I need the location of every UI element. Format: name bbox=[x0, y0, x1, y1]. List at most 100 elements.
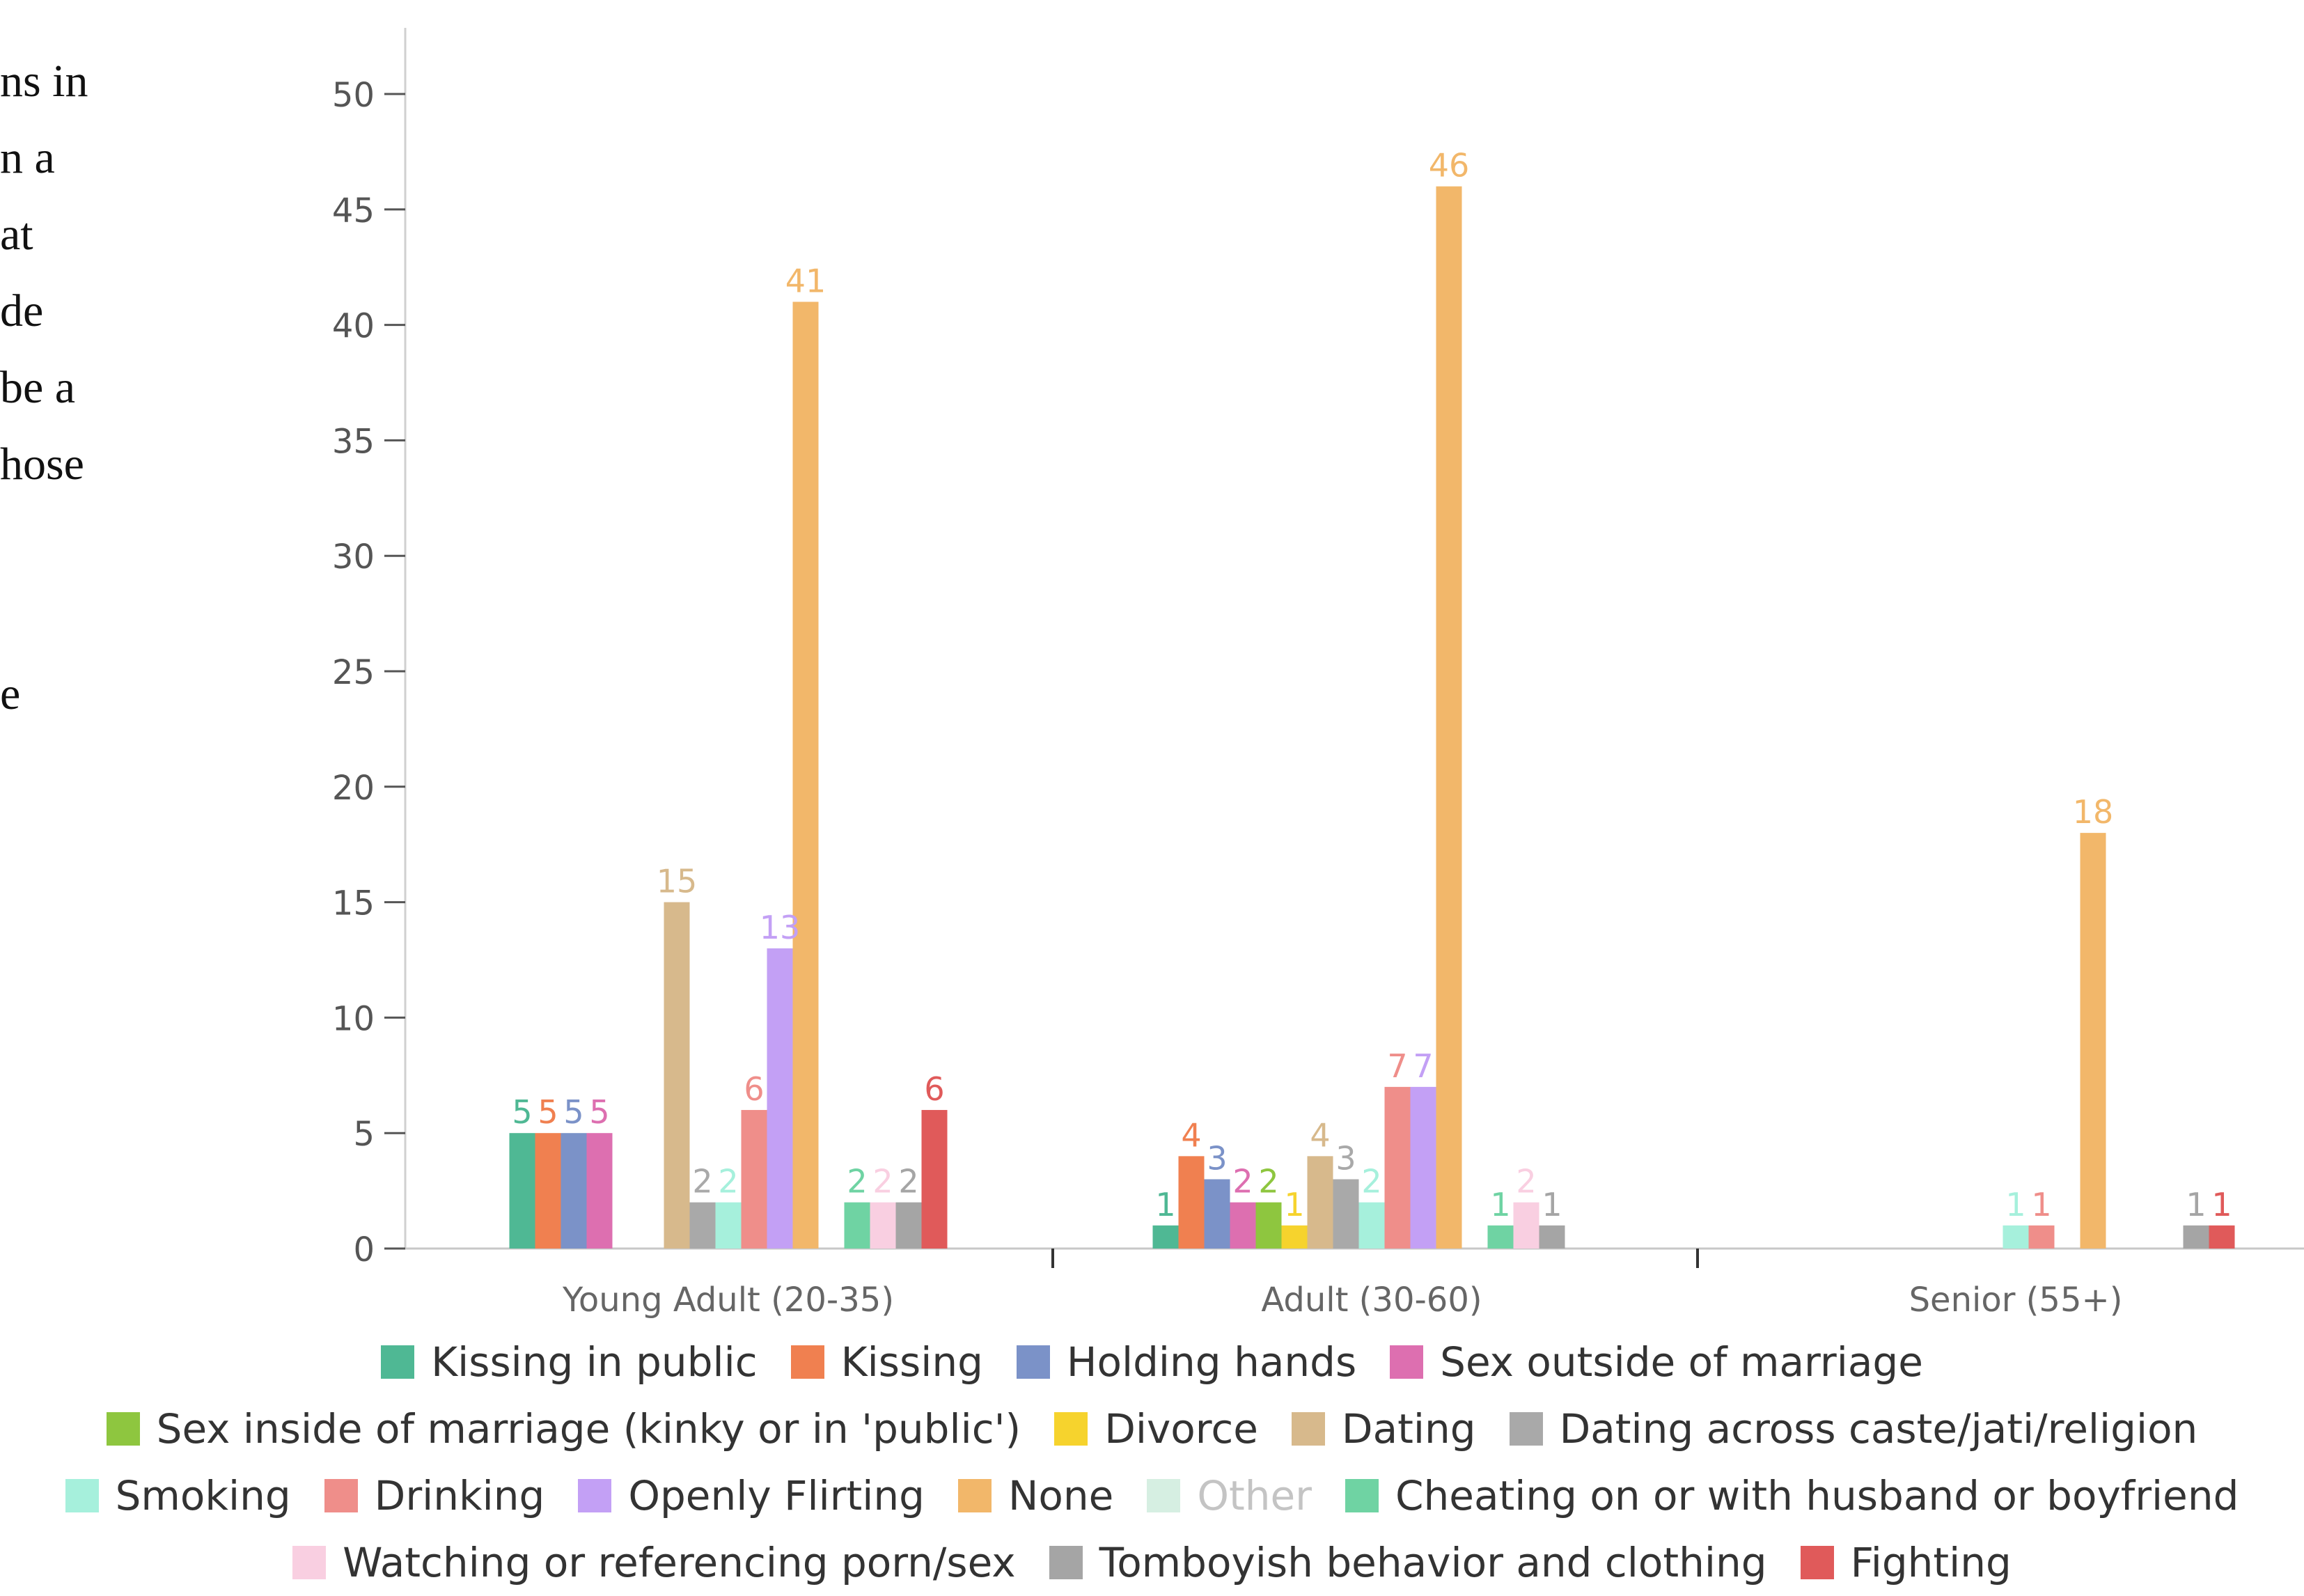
legend-label: Tomboyish behavior and clothing bbox=[1099, 1539, 1767, 1586]
bar bbox=[1255, 1202, 1282, 1249]
y-tick-label: 40 bbox=[332, 307, 375, 346]
bar bbox=[792, 302, 819, 1249]
bar-value-label: 7 bbox=[1387, 1047, 1407, 1085]
legend-swatch bbox=[381, 1345, 415, 1379]
legend-item[interactable]: Kissing bbox=[790, 1338, 983, 1386]
side-text-line: be a bbox=[0, 362, 76, 413]
bar-value-label: 2 bbox=[898, 1163, 918, 1200]
bar-value-label: 1 bbox=[1490, 1186, 1510, 1223]
bar bbox=[1178, 1156, 1205, 1249]
legend-item[interactable]: Drinking bbox=[324, 1472, 545, 1519]
side-text-line: ns in bbox=[0, 56, 88, 107]
y-tick-label: 30 bbox=[332, 538, 375, 577]
bar-value-label: 4 bbox=[1181, 1116, 1201, 1154]
legend-item[interactable]: Kissing in public bbox=[381, 1338, 758, 1386]
bar-value-label: 2 bbox=[1258, 1163, 1278, 1200]
legend-label: Dating across caste/jati/religion bbox=[1559, 1405, 2198, 1453]
legend-item[interactable]: Dating across caste/jati/religion bbox=[1509, 1405, 2198, 1453]
bar bbox=[2209, 1225, 2235, 1249]
legend-item[interactable]: Sex outside of marriage bbox=[1390, 1338, 1923, 1386]
bar bbox=[870, 1202, 896, 1249]
legend-label: None bbox=[1008, 1472, 1114, 1519]
bar bbox=[715, 1202, 742, 1249]
side-text-fragment: ns in n a at de be a hose e bbox=[0, 43, 104, 733]
legend-swatch bbox=[292, 1546, 327, 1579]
legend-swatch bbox=[1390, 1345, 1424, 1379]
legend-swatch bbox=[1291, 1412, 1325, 1446]
bar bbox=[1333, 1179, 1359, 1249]
legend-item[interactable]: Fighting bbox=[1800, 1539, 2012, 1586]
bar-value-label: 5 bbox=[538, 1093, 558, 1131]
legend-item[interactable]: Smoking bbox=[65, 1472, 291, 1519]
y-tick-label: 0 bbox=[353, 1230, 375, 1269]
legend-swatch bbox=[324, 1479, 358, 1512]
y-tick-label: 20 bbox=[332, 769, 375, 808]
bar-value-label: 46 bbox=[1429, 147, 1470, 185]
legend-label: Other bbox=[1197, 1472, 1312, 1519]
bar bbox=[509, 1133, 535, 1249]
legend-item[interactable]: Dating bbox=[1291, 1405, 1476, 1453]
bar bbox=[689, 1202, 716, 1249]
legend-item[interactable]: Tomboyish behavior and clothing bbox=[1049, 1539, 1767, 1586]
bar bbox=[1204, 1179, 1230, 1249]
bar-value-label: 1 bbox=[1284, 1186, 1304, 1223]
legend-swatch bbox=[1800, 1546, 1834, 1579]
side-text-line: n a bbox=[0, 132, 55, 183]
bar-value-label: 2 bbox=[1361, 1163, 1381, 1200]
legend-swatch bbox=[578, 1479, 612, 1512]
bar-value-label: 1 bbox=[1542, 1186, 1562, 1223]
legend-item[interactable]: Watching or referencing porn/sex bbox=[292, 1539, 1016, 1586]
bar bbox=[1436, 186, 1462, 1249]
bar-value-label: 15 bbox=[657, 863, 698, 900]
bar-value-label: 6 bbox=[924, 1070, 944, 1108]
bar bbox=[586, 1133, 613, 1249]
bar bbox=[1230, 1202, 1256, 1249]
y-tick-label: 25 bbox=[332, 653, 375, 692]
legend-row: Kissing in public Kissing Holding hands Sex… bbox=[0, 1329, 2304, 1395]
legend-swatch bbox=[957, 1479, 992, 1512]
side-text-line: at bbox=[0, 209, 33, 260]
bar-value-label: 2 bbox=[692, 1163, 712, 1200]
bar bbox=[1307, 1156, 1333, 1249]
bar-value-label: 41 bbox=[785, 262, 826, 299]
legend-item[interactable]: Cheating on or with husband or boyfriend bbox=[1345, 1472, 2239, 1519]
y-tick-label: 45 bbox=[332, 191, 375, 230]
x-tick-label: Adult (30-60) bbox=[1261, 1281, 1482, 1320]
bar bbox=[2028, 1225, 2055, 1249]
legend-label: Dating bbox=[1341, 1405, 1476, 1453]
legend-item[interactable]: None bbox=[957, 1472, 1114, 1519]
legend-label: Cheating on or with husband or boyfriend bbox=[1395, 1472, 2239, 1519]
bar-value-label: 1 bbox=[1155, 1186, 1175, 1223]
bar bbox=[2183, 1225, 2209, 1249]
legend-item[interactable]: Openly Flirting bbox=[578, 1472, 925, 1519]
legend-label: Kissing in public bbox=[431, 1338, 758, 1386]
bar-value-label: 2 bbox=[718, 1163, 738, 1200]
side-text-line: de bbox=[0, 285, 44, 336]
bar bbox=[844, 1202, 870, 1249]
legend-swatch bbox=[1509, 1412, 1543, 1446]
bar bbox=[741, 1110, 767, 1249]
legend-label: Divorce bbox=[1104, 1405, 1258, 1453]
bar-value-label: 2 bbox=[1516, 1163, 1536, 1200]
legend-item[interactable]: Other bbox=[1147, 1472, 1312, 1519]
bar-value-label: 2 bbox=[847, 1163, 867, 1200]
bar-value-label: 5 bbox=[563, 1093, 583, 1131]
bar bbox=[1152, 1225, 1179, 1249]
bar bbox=[2003, 1225, 2029, 1249]
legend-swatch bbox=[1049, 1546, 1083, 1579]
legend-swatch bbox=[1345, 1479, 1379, 1512]
bar bbox=[895, 1202, 922, 1249]
bar bbox=[921, 1110, 948, 1249]
chart-legend: Kissing in public Kissing Holding hands Sex… bbox=[0, 1329, 2304, 1596]
legend-label: Drinking bbox=[374, 1472, 545, 1519]
legend-item[interactable]: Sex inside of marriage (kinky or in 'pub… bbox=[106, 1405, 1021, 1453]
legend-item[interactable]: Divorce bbox=[1054, 1405, 1258, 1453]
legend-label: Sex outside of marriage bbox=[1440, 1338, 1923, 1386]
legend-item[interactable]: Holding hands bbox=[1016, 1338, 1357, 1386]
y-tick-label: 50 bbox=[332, 76, 375, 115]
legend-label: Holding hands bbox=[1066, 1338, 1357, 1386]
bar bbox=[1358, 1202, 1385, 1249]
bar-value-label: 7 bbox=[1413, 1047, 1433, 1085]
bar-value-label: 18 bbox=[2073, 793, 2114, 831]
